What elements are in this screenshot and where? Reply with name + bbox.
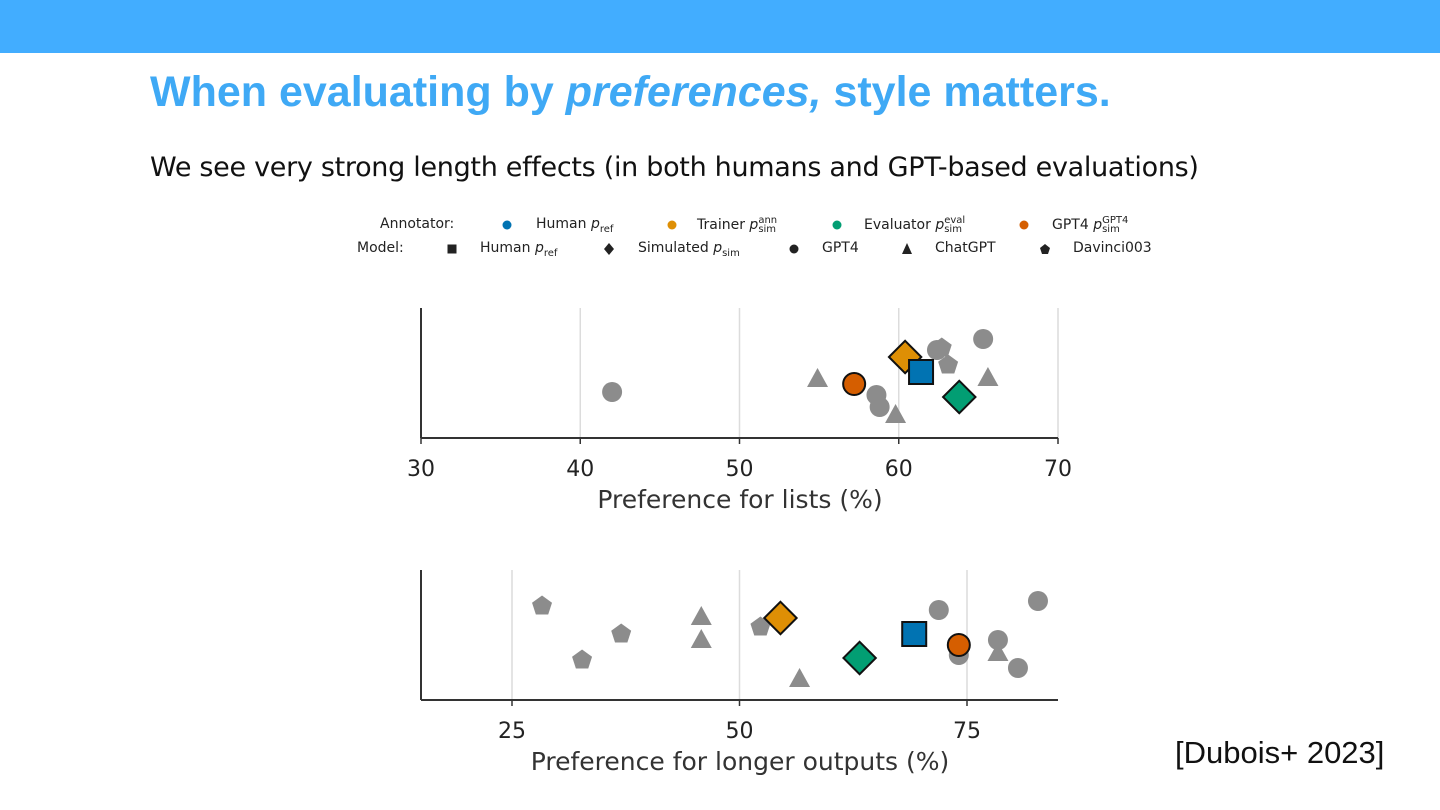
data-point-triangle [987, 642, 1009, 661]
legend-model-simulated: Simulated psim [638, 240, 740, 259]
data-point-circle [1007, 658, 1028, 678]
chart-lists: 30 40 50 60 70 Preference for lists (%) [407, 308, 1072, 514]
legend-circle-icon [787, 238, 801, 262]
x-tick-label: 50 [726, 457, 754, 482]
data-point-circle [928, 600, 949, 620]
data-point-triangle [789, 668, 811, 687]
data-point-triangle [807, 368, 829, 387]
data-point-pentagon [572, 649, 593, 669]
legend-marker-human-icon [500, 214, 514, 238]
title-part: style matters. [821, 68, 1111, 116]
data-point-pentagon [750, 616, 771, 636]
x-tick-label: 50 [726, 719, 754, 744]
data-point-trainer-diamond [762, 600, 799, 636]
legend-annotator-gpt4: GPT4 pGPT4 sim [1052, 215, 1129, 235]
data-point-gpt4-circle [842, 372, 867, 396]
data-point-triangle [977, 367, 999, 386]
legend-diamond-icon [602, 238, 616, 262]
x-tick-label: 70 [1044, 457, 1072, 482]
slide-title: When evaluating by preferences, style ma… [150, 68, 1111, 117]
legend-square-icon [445, 238, 459, 262]
legend-annotator-trainer: Trainer pann sim [697, 215, 778, 235]
legend-annotator-human: Human pref [536, 216, 614, 235]
legend-marker-gpt4-icon [1017, 214, 1031, 238]
data-point-pentagon [931, 337, 952, 357]
legend-pentagon-icon [1038, 238, 1052, 262]
legend-model-label: Model: [357, 240, 404, 256]
data-point-human-square [908, 359, 935, 385]
x-tick-label: 40 [566, 457, 594, 482]
data-point-circle [1027, 591, 1048, 611]
x-tick-label: 30 [407, 457, 435, 482]
data-point-circle [602, 382, 623, 402]
legend-annotator-label: Annotator: [380, 216, 455, 232]
x-tick-label: 75 [953, 719, 981, 744]
legend-model-chatgpt: ChatGPT [935, 240, 996, 256]
header-bar [0, 0, 1440, 53]
data-point-circle [973, 329, 994, 349]
legend-model-davinci003: Davinci003 [1073, 240, 1152, 256]
legend-marker-trainer-icon [665, 214, 679, 238]
legend-model-human: Human pref [480, 240, 558, 259]
x-axis-label: Preference for longer outputs (%) [531, 747, 950, 776]
x-tick-label: 60 [885, 457, 913, 482]
legend-model-gpt4: GPT4 [822, 240, 859, 256]
slide-subtitle: We see very strong length effects (in bo… [150, 152, 1199, 183]
data-point-evaluator-diamond [842, 640, 878, 676]
data-point-human-square [901, 621, 928, 647]
data-point-circle [987, 630, 1008, 650]
data-point-triangle [885, 404, 907, 423]
x-axis-label: Preference for lists (%) [597, 485, 882, 514]
legend-marker-evaluator-icon [830, 214, 844, 238]
data-point-gpt4-circle [946, 633, 971, 657]
data-point-triangle [690, 629, 712, 648]
title-part: When evaluating by [150, 68, 566, 116]
legend-triangle-icon [900, 238, 914, 262]
data-point-evaluator-diamond [941, 379, 977, 415]
data-point-triangle [690, 606, 712, 625]
legend-annotator-evaluator: Evaluator peval sim [864, 215, 966, 235]
data-point-circle [869, 397, 890, 417]
x-tick-label: 25 [498, 719, 526, 744]
data-point-pentagon [938, 354, 959, 374]
title-emphasis: preferences, [565, 68, 822, 116]
data-point-pentagon [532, 595, 553, 615]
data-point-pentagon [611, 623, 632, 643]
citation: [Dubois+ 2023] [1175, 735, 1385, 770]
